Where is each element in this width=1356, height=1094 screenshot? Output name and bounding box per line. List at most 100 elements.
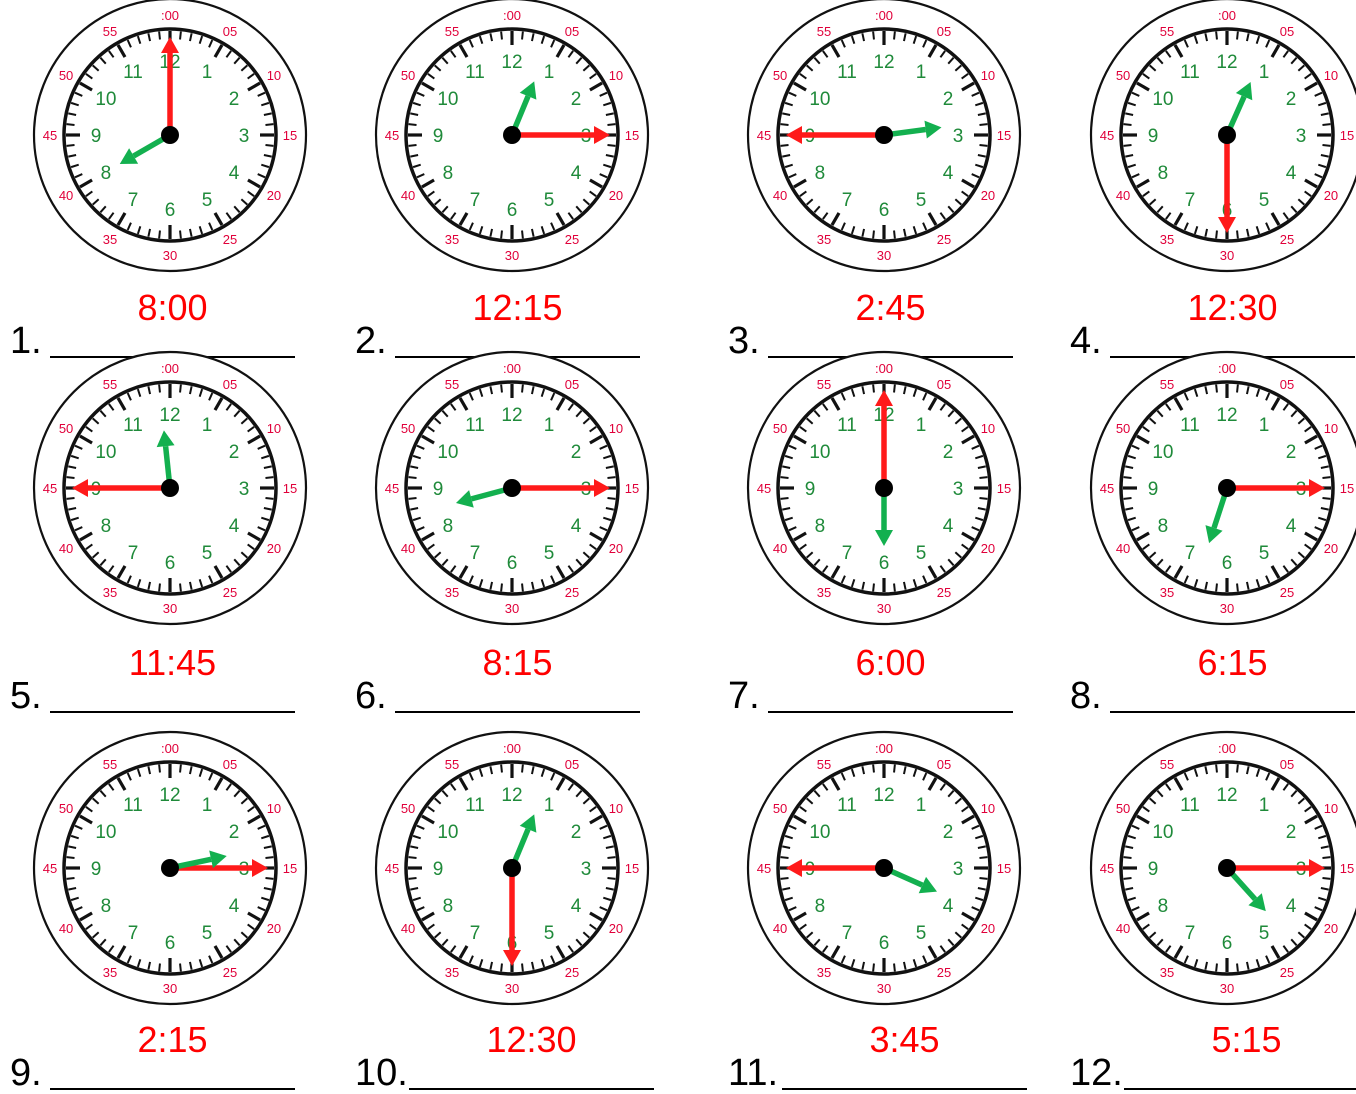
hour-label: 4 — [1286, 896, 1297, 917]
hour-label: 6 — [1222, 553, 1233, 574]
minute-label: 50 — [59, 68, 73, 83]
minute-label: 15 — [283, 128, 297, 143]
hour-label: 12 — [501, 405, 522, 426]
minute-label: 30 — [505, 981, 519, 996]
hour-label: 4 — [571, 896, 582, 917]
hour-label: 7 — [1185, 190, 1196, 211]
answer-blank[interactable] — [50, 711, 295, 713]
minute-label: 40 — [59, 921, 73, 936]
hour-label: 9 — [805, 479, 816, 500]
minute-label: 40 — [401, 541, 415, 556]
minute-label: 30 — [163, 248, 177, 263]
hour-label: 1 — [916, 415, 927, 436]
hour-label: 9 — [1148, 479, 1159, 500]
answer-row: 12. 5:15 — [1070, 1022, 1356, 1092]
minute-label: 55 — [817, 24, 831, 39]
hour-label: 7 — [1185, 923, 1196, 944]
minute-label: 10 — [981, 801, 995, 816]
minute-label: 15 — [1340, 481, 1354, 496]
hour-label: 7 — [1185, 543, 1196, 564]
minute-label: 20 — [609, 541, 623, 556]
minute-ticks — [408, 31, 616, 239]
hour-label: 4 — [229, 163, 240, 184]
hour-label: 10 — [437, 822, 458, 843]
minute-label: 25 — [1280, 232, 1294, 247]
minute-label: 10 — [267, 421, 281, 436]
hour-label: 7 — [842, 923, 853, 944]
answer-blank[interactable] — [50, 1088, 295, 1090]
answer-row: 6. 8:15 — [355, 645, 640, 715]
minute-label: 50 — [59, 801, 73, 816]
minute-label: 25 — [223, 585, 237, 600]
minute-label: 05 — [937, 377, 951, 392]
answer-time: 12:15 — [472, 287, 563, 328]
minute-label: 05 — [1280, 757, 1294, 772]
hour-label: 7 — [470, 543, 481, 564]
answer-time: 5:15 — [1211, 1019, 1282, 1060]
minute-label: 25 — [937, 965, 951, 980]
clock-center-pin — [503, 479, 521, 497]
minute-label: 30 — [877, 248, 891, 263]
hour-label: 4 — [229, 516, 240, 537]
answer-blank[interactable] — [1124, 1088, 1356, 1090]
hour-label: 7 — [128, 190, 139, 211]
minute-label: 35 — [103, 585, 117, 600]
minute-label: 35 — [1160, 232, 1174, 247]
hour-label: 3 — [1296, 126, 1307, 147]
hour-label: 2 — [1286, 89, 1297, 110]
hour-label: 4 — [943, 163, 954, 184]
minute-label: :00 — [875, 8, 893, 23]
minute-label: 55 — [1160, 377, 1174, 392]
minute-label: 25 — [937, 232, 951, 247]
clock-center-pin — [1218, 126, 1236, 144]
problem-number: 1. — [10, 320, 42, 362]
minute-label: 25 — [565, 232, 579, 247]
minute-hand — [1218, 135, 1236, 233]
minute-label: 05 — [223, 377, 237, 392]
minute-label: :00 — [161, 361, 179, 376]
answer-row: 7. 6:00 — [728, 645, 1013, 715]
minute-label: 30 — [163, 981, 177, 996]
minute-label: 05 — [1280, 377, 1294, 392]
minute-label: 15 — [283, 481, 297, 496]
minute-label: 40 — [59, 541, 73, 556]
minute-label: 55 — [445, 757, 459, 772]
hour-label: 6 — [165, 933, 176, 954]
minute-label: 25 — [565, 585, 579, 600]
answer-blank[interactable] — [782, 1088, 1027, 1090]
clock-face: :000510152025303540455055121234567891011 — [28, 0, 312, 277]
answer-row: 9. 2:15 — [10, 1022, 295, 1092]
answer-blank[interactable] — [1110, 711, 1355, 713]
hour-label: 8 — [815, 896, 826, 917]
answer-time: 3:45 — [869, 1019, 940, 1060]
hour-label: 12 — [501, 785, 522, 806]
hour-label: 2 — [229, 822, 240, 843]
minute-label: 50 — [59, 421, 73, 436]
answer-blank[interactable] — [768, 711, 1013, 713]
minute-label: 55 — [1160, 757, 1174, 772]
hour-label: 8 — [1158, 896, 1169, 917]
minute-hand — [161, 37, 179, 135]
minute-label: :00 — [161, 741, 179, 756]
minute-label: 40 — [59, 188, 73, 203]
minute-label: :00 — [503, 741, 521, 756]
answer-blank[interactable] — [409, 1088, 654, 1090]
minute-label: 30 — [505, 601, 519, 616]
minute-label: :00 — [503, 8, 521, 23]
minute-label: 45 — [385, 481, 399, 496]
problem-number: 3. — [728, 320, 760, 362]
minute-label: 25 — [565, 965, 579, 980]
minute-label: 55 — [445, 377, 459, 392]
hour-label: 1 — [202, 62, 213, 83]
minute-label: 15 — [625, 861, 639, 876]
hour-label: 6 — [879, 553, 890, 574]
minute-label: 10 — [609, 421, 623, 436]
minute-ticks — [1123, 31, 1331, 239]
minute-label: 10 — [1324, 801, 1338, 816]
minute-label: 05 — [937, 24, 951, 39]
clock-center-pin — [875, 126, 893, 144]
answer-blank[interactable] — [395, 711, 640, 713]
minute-label: 35 — [445, 585, 459, 600]
minute-label: 40 — [401, 188, 415, 203]
